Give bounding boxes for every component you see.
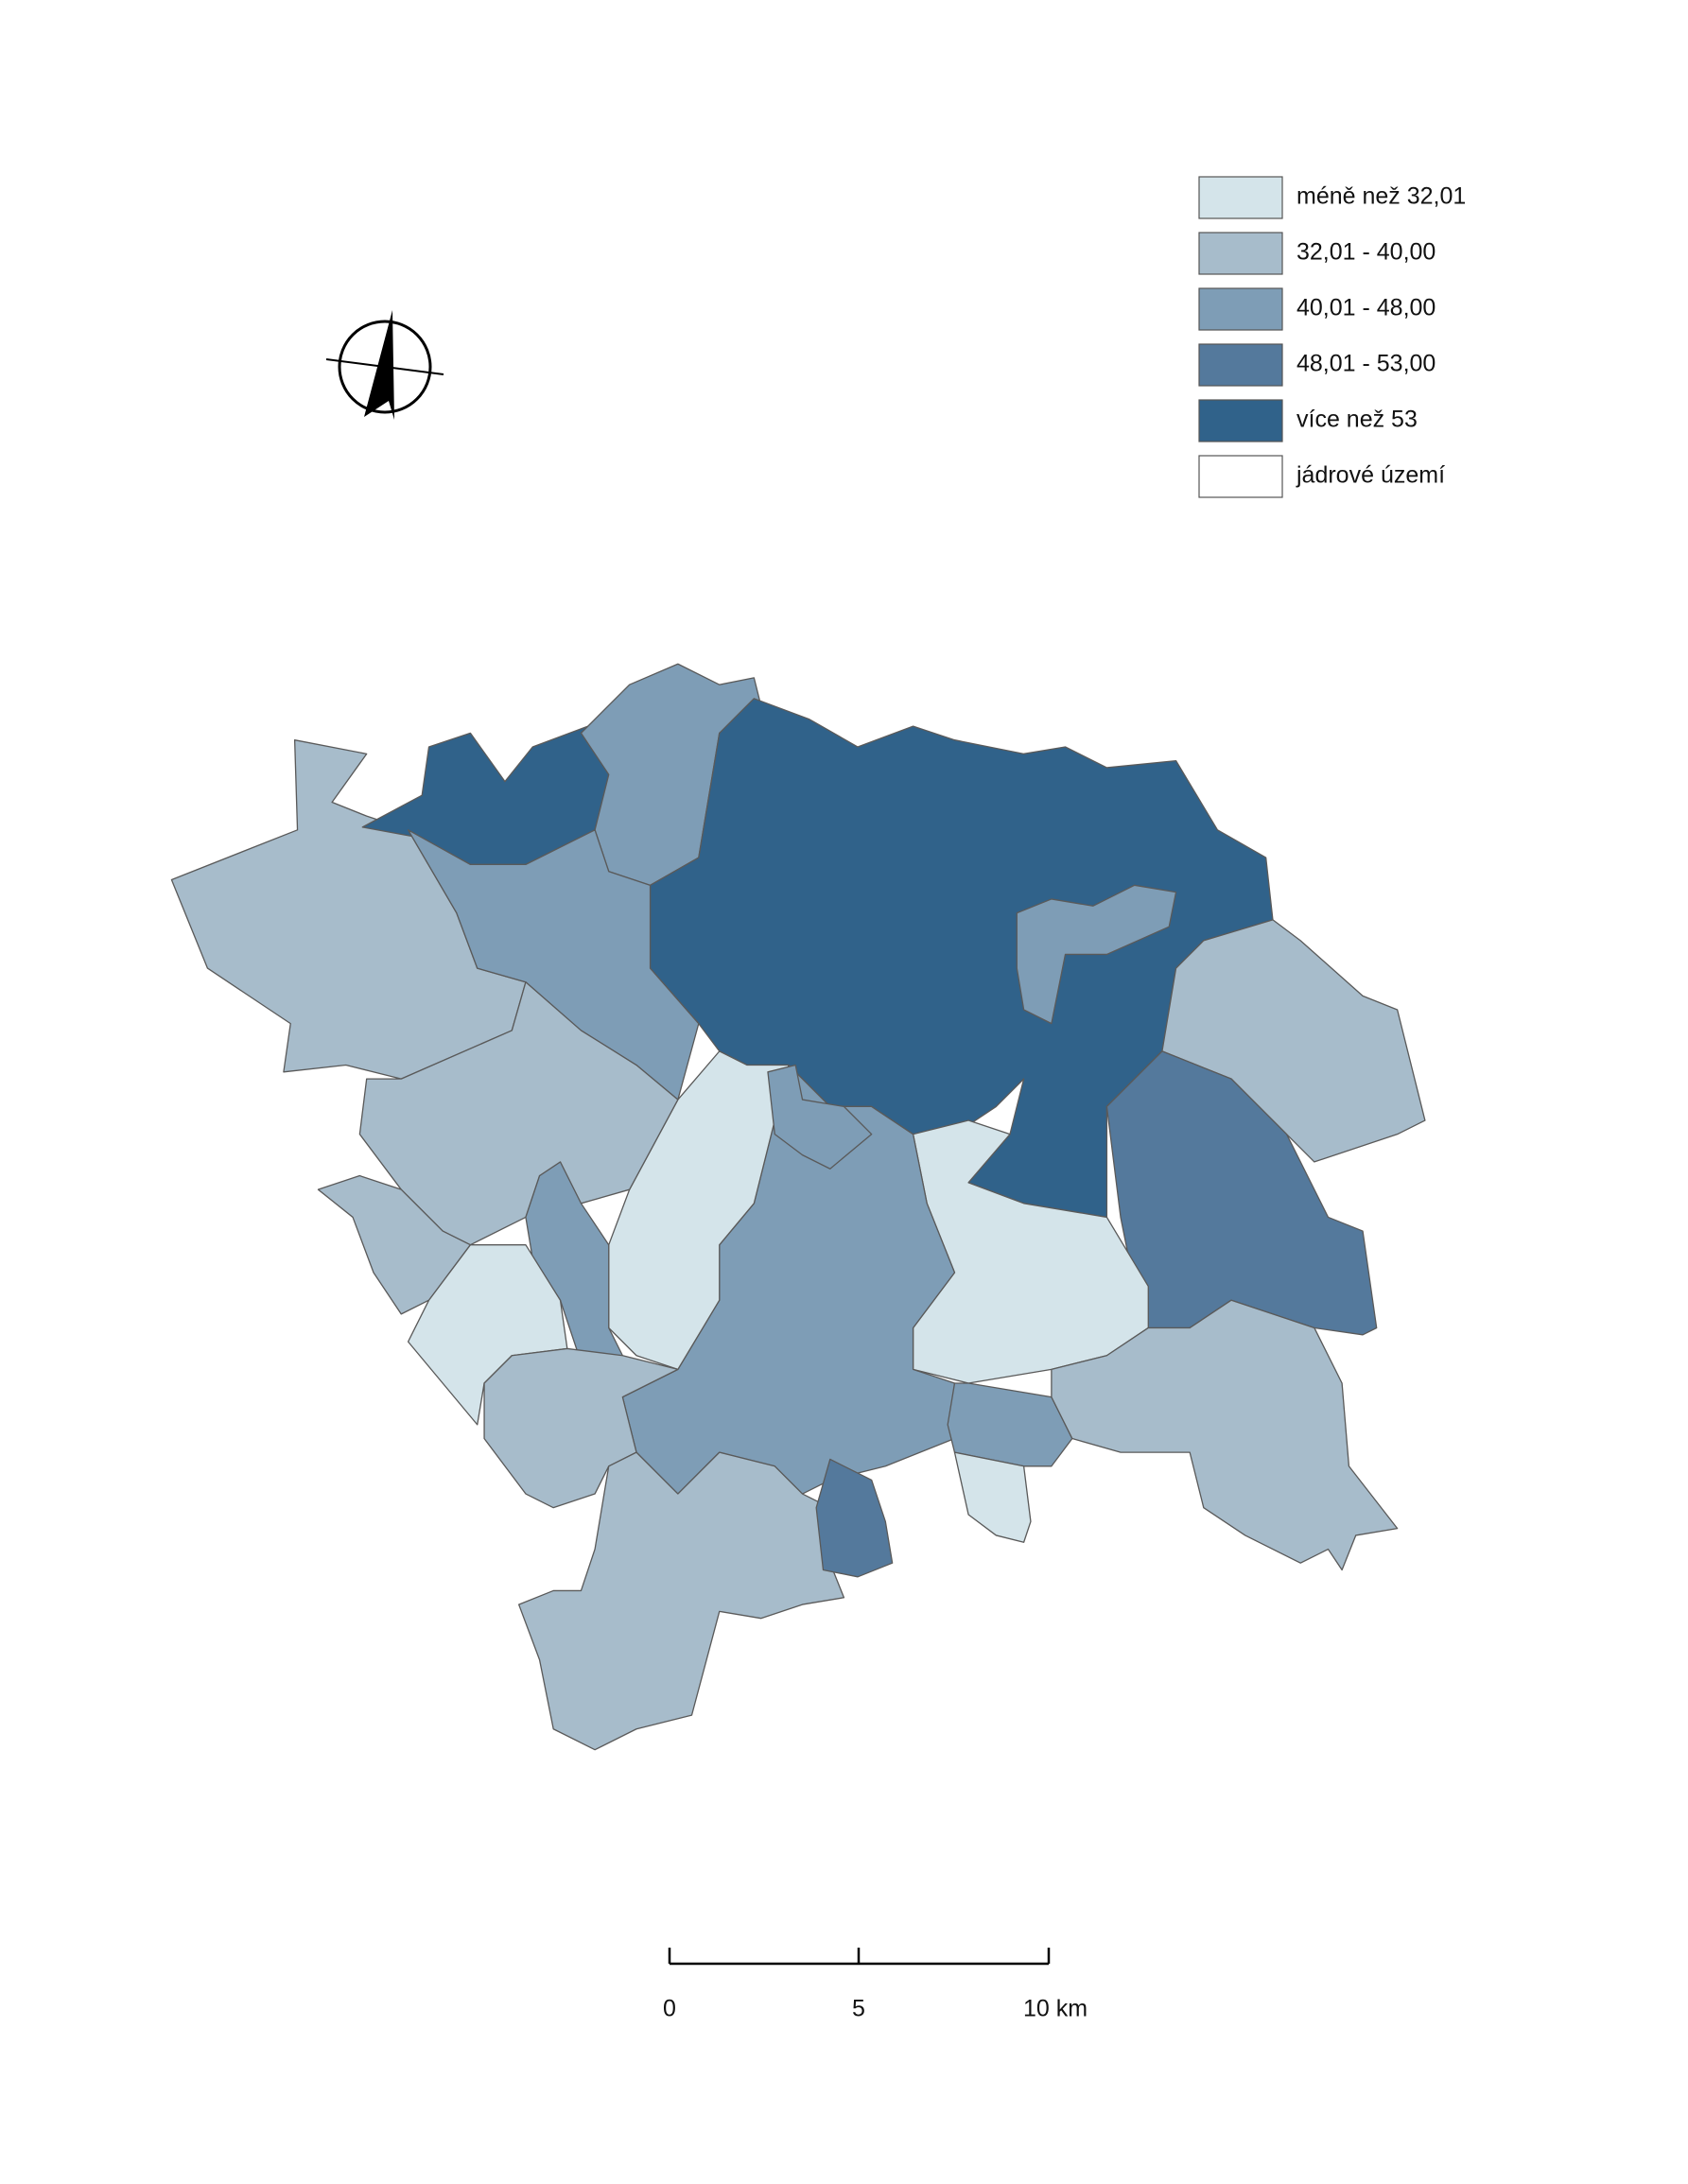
region [1016,884,1177,1025]
region [767,1064,873,1170]
legend-label: méně než 32,01 [1296,183,1466,210]
region [1051,1299,1399,1571]
north-arrow [325,310,444,420]
legend-label: více než 53 [1296,407,1418,433]
legend-label: 40,01 - 48,00 [1296,295,1436,321]
legend-label: jádrové území [1296,462,1445,489]
legend-swatch [1198,287,1283,331]
north-arrow-circle [338,320,432,414]
legend-label: 32,01 - 40,00 [1296,239,1436,266]
region [947,1382,1073,1467]
legend-label: 48,01 - 53,00 [1296,351,1436,377]
legend-swatch [1198,232,1283,275]
north-arrow-needle [364,310,394,420]
scale-bar [668,1948,1051,1966]
legend-swatch [1198,399,1283,442]
region [953,1451,1032,1543]
scale-bar-label: 10 km [1023,1996,1088,2022]
regions [170,663,1426,1751]
scale-bar-label: 0 [663,1996,676,2022]
region [517,1451,845,1751]
legend-swatch [1198,176,1283,219]
scale-bar-label: 5 [852,1996,865,2022]
legend: méně než 32,01 32,01 - 40,00 40,01 - 48,00… [1198,176,1466,498]
region [815,1458,894,1578]
legend-swatch [1198,455,1283,498]
legend-swatch [1198,343,1283,387]
